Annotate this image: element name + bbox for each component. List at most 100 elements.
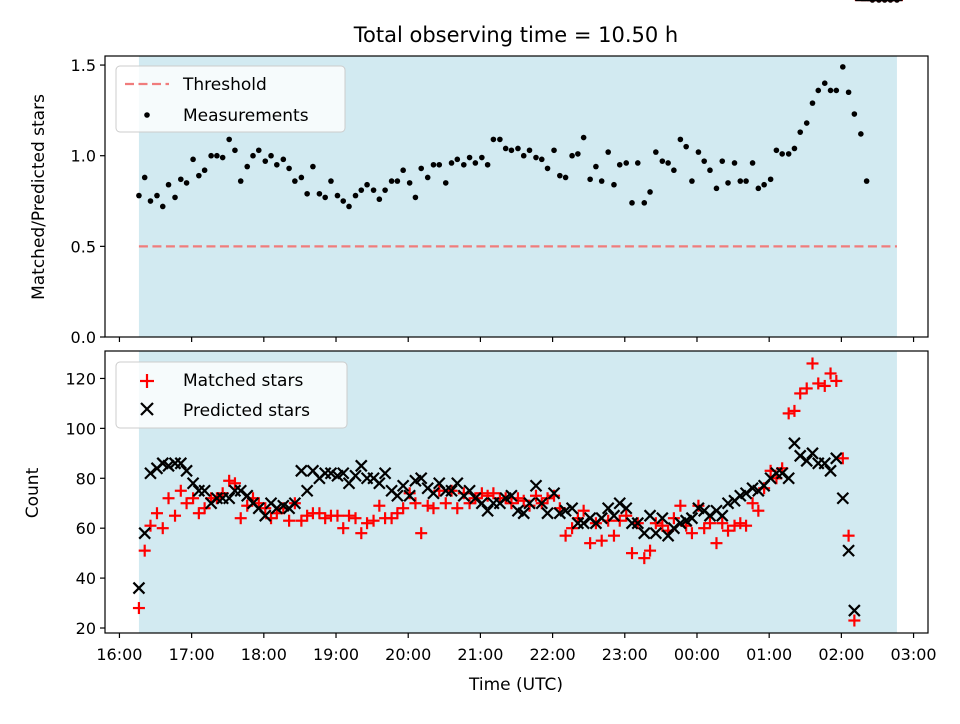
predicted-star-point	[138, 526, 151, 540]
predicted-star-point	[824, 464, 837, 478]
measurement-point	[827, 87, 834, 94]
predicted-star-point	[414, 471, 428, 485]
measurement-point	[497, 136, 503, 143]
bottom-legend: Matched stars Predicted stars	[115, 361, 348, 429]
predicted-star-point	[505, 489, 518, 503]
measurement-point	[460, 161, 467, 168]
measurement-point	[767, 176, 774, 183]
matched-star-point	[439, 497, 452, 510]
measurement-point	[851, 111, 858, 117]
matched-star-point	[685, 527, 698, 540]
measurement-point	[406, 180, 413, 186]
measurement-point	[797, 129, 804, 135]
bottom-axes-frame	[104, 350, 929, 634]
measurement-point	[165, 181, 172, 188]
matched-star-point	[174, 484, 187, 497]
predicted-star-point	[721, 496, 735, 510]
predicted-star-point	[168, 457, 182, 470]
matched-star-point	[162, 492, 175, 505]
measurement-point	[237, 178, 244, 184]
measurement-point	[616, 161, 623, 168]
predicted-star-point	[258, 509, 272, 522]
top-panel: 0.0 0.5 1.0 1.5 Matched/Predicted stars Thr…	[29, 0, 929, 347]
measurement-point	[208, 152, 214, 159]
bottom-y-tick-label: 40	[76, 569, 96, 588]
measurement-point	[358, 187, 365, 193]
measurement-point	[833, 87, 840, 94]
predicted-star-point	[842, 544, 855, 557]
predicted-star-point	[186, 476, 200, 490]
measurement-point	[262, 158, 269, 164]
measurement-point	[244, 163, 251, 170]
measurement-point	[562, 174, 569, 181]
bottom-y-tick-label: 80	[76, 469, 96, 488]
measurement-point	[190, 156, 196, 163]
predicted-star-point	[818, 457, 832, 470]
measurement-point	[394, 178, 401, 184]
measurement-point	[159, 203, 166, 210]
matched-star-point	[595, 534, 608, 547]
measurement-point	[569, 152, 575, 159]
matched-star-point	[319, 512, 332, 525]
matched-star-point	[788, 404, 801, 417]
predicted-star-point	[228, 484, 242, 498]
measurement-point	[791, 145, 798, 152]
measurement-point	[388, 178, 395, 184]
measurement-point	[659, 158, 666, 164]
measurement-point	[520, 152, 527, 159]
bottom-legend-box	[115, 361, 348, 429]
measurement-point	[178, 176, 184, 183]
predicted-star-point	[565, 501, 579, 515]
matched-star-point	[397, 502, 410, 515]
measurement-point	[725, 180, 731, 186]
measurement-point	[479, 154, 485, 161]
matched-star-point	[144, 519, 157, 532]
measurement-point	[250, 152, 256, 159]
count-points	[132, 0, 903, 627]
matched-star-point	[740, 519, 753, 532]
x-tick-label: 02:00	[818, 645, 864, 664]
measurement-point	[598, 178, 605, 184]
predicted-star-point	[535, 496, 549, 510]
measurement-point	[707, 167, 713, 174]
measurement-point	[665, 160, 671, 166]
matched-legend-swatch	[140, 374, 154, 388]
matched-star-point	[812, 377, 825, 390]
matched-star-point	[409, 497, 422, 510]
measurement-point	[214, 152, 220, 159]
predicted-star-point	[162, 459, 175, 473]
predicted-star-point	[396, 479, 410, 493]
matched-star-point	[703, 517, 716, 530]
predicted-star-point	[336, 467, 350, 480]
measurement-point	[845, 89, 852, 96]
measurement-point	[226, 136, 232, 143]
measurement-point	[515, 145, 521, 152]
measurement-point	[448, 160, 455, 166]
measurement-point	[322, 194, 328, 201]
measurement-point	[382, 187, 388, 193]
measurement-point	[340, 198, 347, 204]
predicted-star-point	[541, 506, 554, 520]
predicted-star-point	[391, 489, 404, 503]
predicted-star-point	[300, 484, 314, 498]
measurement-point	[232, 147, 238, 154]
measurement-point	[310, 163, 316, 170]
measurement-point	[304, 190, 310, 197]
matched-star-point	[187, 492, 200, 505]
measurement-point	[316, 190, 323, 197]
bottom-panel: 20 40 60 80 100 120 16:00 17:00 18:00 19:00 20:00…	[23, 0, 937, 695]
measurement-point	[141, 174, 148, 181]
matched-star-point	[752, 504, 765, 517]
matched-star-point	[150, 507, 163, 520]
predicted-star-point	[210, 491, 224, 505]
matched-star-point	[138, 544, 151, 557]
matched-star-point	[728, 519, 741, 532]
measurement-point	[629, 200, 635, 206]
measurement-point	[418, 165, 425, 172]
matched-star-point	[722, 524, 735, 537]
matched-star-point	[487, 487, 500, 500]
predicted-star-point	[355, 459, 368, 473]
measurement-point	[785, 151, 792, 157]
measurement-point	[677, 136, 684, 143]
measurement-point	[641, 200, 648, 206]
